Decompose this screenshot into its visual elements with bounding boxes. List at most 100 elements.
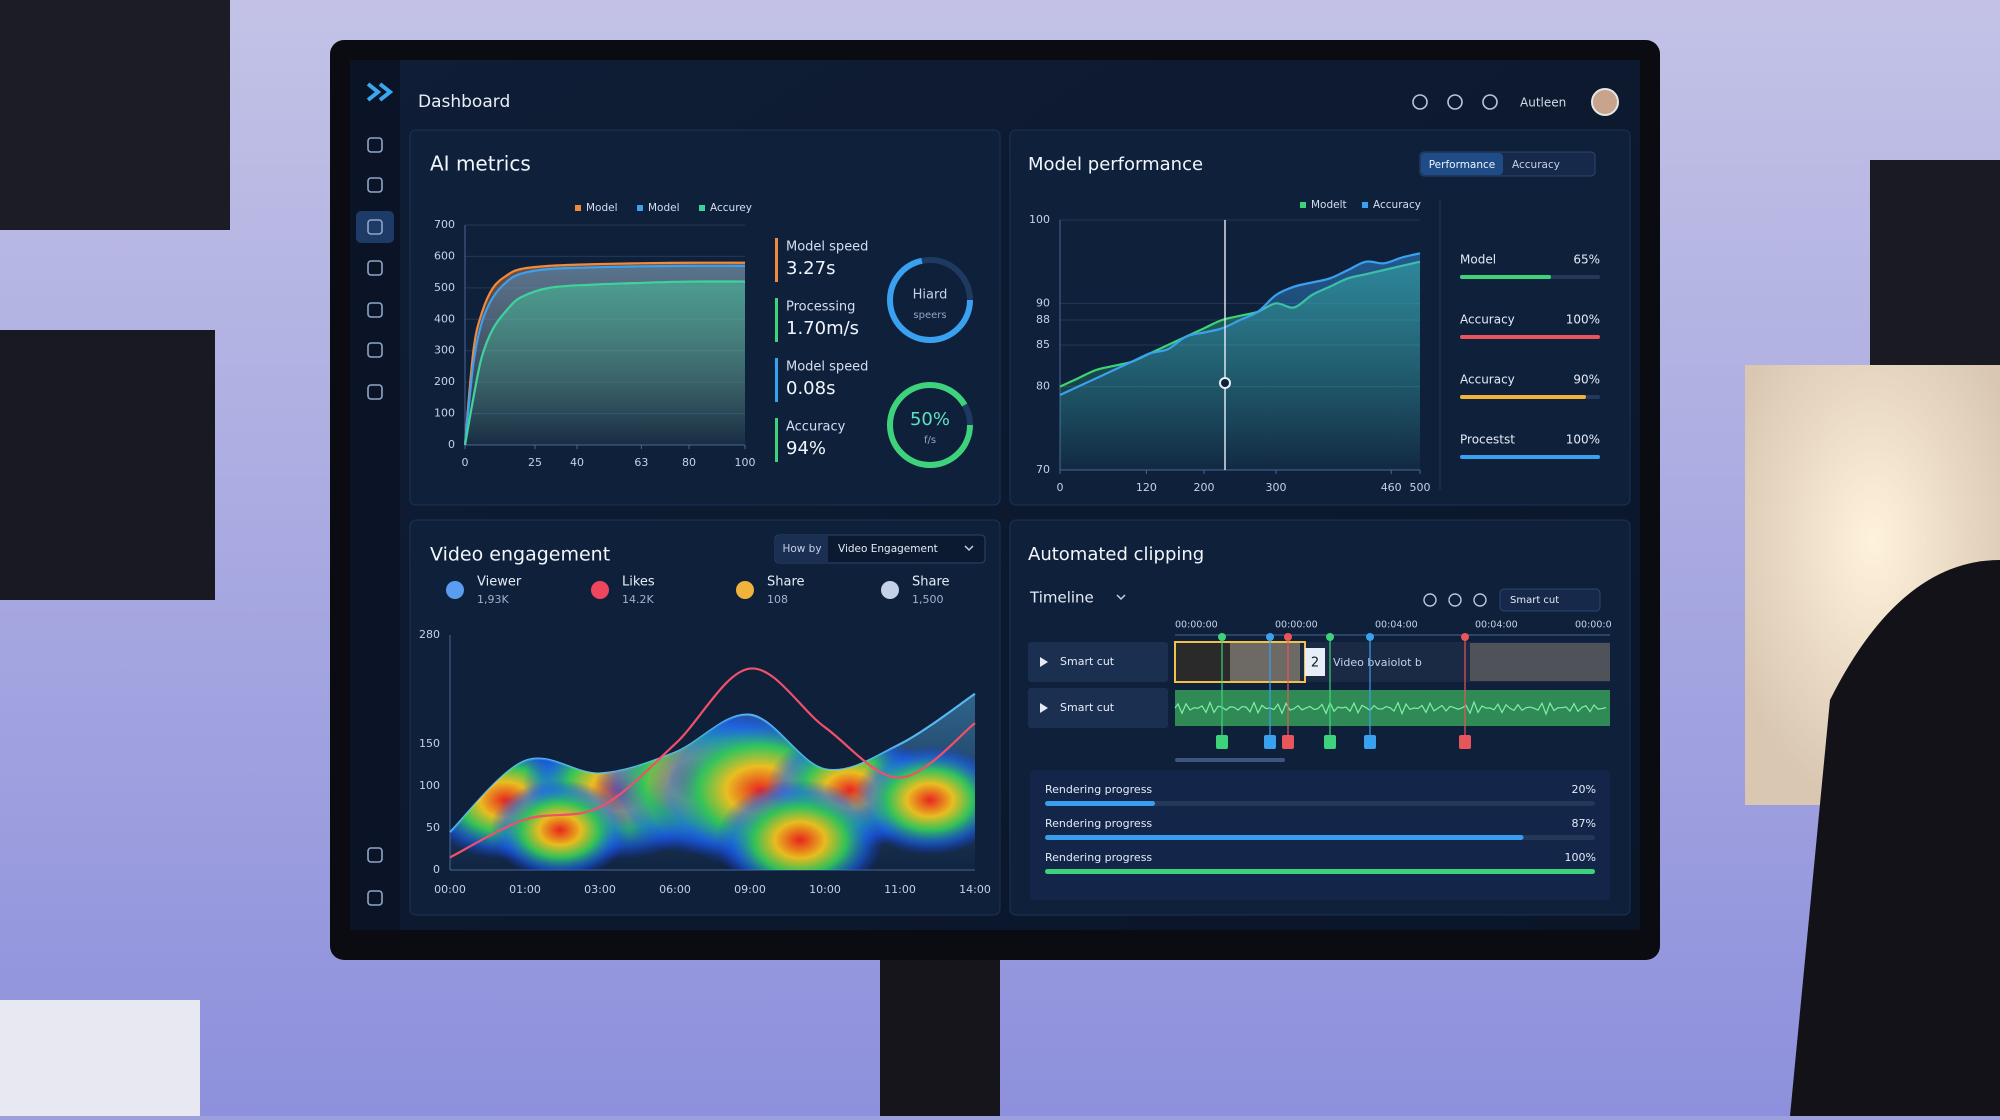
legend-swatch bbox=[1300, 202, 1306, 208]
y-tick-label: 88 bbox=[1036, 313, 1050, 326]
user-name: Autleen bbox=[1520, 96, 1566, 110]
waveform bbox=[1174, 700, 1607, 716]
x-tick-label: 0 bbox=[462, 456, 469, 469]
nav-icon[interactable] bbox=[367, 260, 383, 276]
nav-icon[interactable] bbox=[367, 384, 383, 400]
marker-tag[interactable] bbox=[1282, 735, 1294, 749]
marker-tag[interactable] bbox=[1459, 735, 1471, 749]
x-tick-label: 14:00 bbox=[959, 883, 991, 896]
marker-pin bbox=[1461, 633, 1469, 641]
marker-pin bbox=[1218, 633, 1226, 641]
nav-icon[interactable] bbox=[367, 847, 383, 863]
progress-label: Rendering progress bbox=[1045, 783, 1152, 796]
metric-label: Model bbox=[1460, 253, 1496, 267]
nav-active bbox=[356, 211, 394, 243]
progress-bar bbox=[1045, 801, 1155, 806]
tool-icon[interactable] bbox=[1448, 593, 1462, 607]
y-tick-label: 280 bbox=[419, 628, 440, 641]
y-tick-label: 600 bbox=[434, 249, 455, 262]
y-tick-label: 90 bbox=[1036, 296, 1050, 309]
gauge-ring bbox=[887, 382, 973, 468]
metric-value: 100% bbox=[1566, 313, 1600, 327]
y-tick-label: 100 bbox=[419, 779, 440, 792]
y-tick-label: 85 bbox=[1036, 338, 1050, 351]
stat-value: 1.70m/s bbox=[786, 318, 859, 339]
timecode: 00:00:0 bbox=[1575, 620, 1612, 631]
filter-value: Video Engagement bbox=[838, 543, 938, 555]
legend-label: Accurey bbox=[710, 202, 752, 214]
tab[interactable]: Performance bbox=[1429, 159, 1496, 171]
gauge-sub: speers bbox=[913, 310, 946, 321]
progress-label: Rendering progress bbox=[1045, 851, 1152, 864]
x-tick-label: 100 bbox=[735, 456, 756, 469]
panel-title: Automated clipping bbox=[1028, 544, 1204, 565]
stat-value: 3.27s bbox=[786, 258, 835, 279]
heat-blob bbox=[853, 745, 975, 855]
progress-label: Rendering progress bbox=[1045, 817, 1152, 830]
stat-label: Model speed bbox=[786, 240, 868, 255]
nav-icon[interactable] bbox=[367, 219, 383, 235]
timecode: 00:00:00 bbox=[1275, 620, 1318, 631]
stat-label: Processing bbox=[786, 300, 855, 315]
video-frame bbox=[1175, 643, 1230, 681]
scrollbar bbox=[1175, 758, 1285, 762]
chevron bbox=[1116, 594, 1126, 601]
y-tick-label: 0 bbox=[448, 438, 455, 451]
cursor-dot bbox=[1219, 377, 1231, 389]
nav-icon[interactable] bbox=[367, 342, 383, 358]
stat-label: Share bbox=[767, 575, 805, 590]
x-tick-label: 200 bbox=[1194, 481, 1215, 494]
logo bbox=[366, 82, 394, 102]
metric-label: Accuracy bbox=[1460, 373, 1515, 387]
marker-tag[interactable] bbox=[1216, 735, 1228, 749]
tab[interactable]: Accuracy bbox=[1512, 159, 1560, 171]
legend-swatch bbox=[575, 205, 581, 211]
heat-blob bbox=[490, 780, 630, 870]
stat-label: Likes bbox=[622, 575, 655, 590]
y-tick-label: 150 bbox=[419, 737, 440, 750]
header-icon[interactable] bbox=[1447, 94, 1463, 110]
progress-bar bbox=[1045, 869, 1595, 874]
metric-label: Procestst bbox=[1460, 433, 1515, 447]
legend-label: Model bbox=[648, 202, 680, 214]
heat-blob bbox=[716, 780, 884, 870]
track-icon bbox=[1040, 657, 1048, 667]
avatar[interactable] bbox=[1591, 88, 1619, 116]
chair bbox=[1790, 560, 2000, 1116]
header-icon[interactable] bbox=[1482, 94, 1498, 110]
tab-active[interactable] bbox=[1421, 153, 1503, 175]
tool-icon[interactable] bbox=[1423, 593, 1437, 607]
marker-tag[interactable] bbox=[1364, 735, 1376, 749]
progress-bar bbox=[1045, 835, 1524, 840]
legend-swatch bbox=[1362, 202, 1368, 208]
y-tick-label: 700 bbox=[434, 218, 455, 231]
mode-select[interactable] bbox=[1499, 588, 1601, 612]
line bbox=[449, 667, 976, 859]
acoustic-panel bbox=[0, 330, 215, 600]
y-tick-label: 100 bbox=[1029, 213, 1050, 226]
nav-icon[interactable] bbox=[367, 302, 383, 318]
x-tick-label: 03:00 bbox=[584, 883, 616, 896]
marker-tag[interactable] bbox=[1264, 735, 1276, 749]
progress-value: 20% bbox=[1572, 783, 1596, 796]
stat-accent bbox=[775, 418, 778, 462]
marker-tag[interactable] bbox=[1324, 735, 1336, 749]
x-tick-label: 120 bbox=[1136, 481, 1157, 494]
nav-icon[interactable] bbox=[367, 890, 383, 906]
nav-icon[interactable] bbox=[367, 137, 383, 153]
y-tick-label: 200 bbox=[434, 375, 455, 388]
progress-value: 100% bbox=[1565, 851, 1596, 864]
line bbox=[463, 264, 746, 446]
header-icon[interactable] bbox=[1412, 94, 1428, 110]
stat-label: Share bbox=[912, 575, 950, 590]
track-header bbox=[1028, 642, 1168, 682]
page-title: Dashboard bbox=[418, 92, 510, 112]
filter-label: How by bbox=[782, 543, 821, 555]
tool-icon[interactable] bbox=[1473, 593, 1487, 607]
metric-value: 100% bbox=[1566, 433, 1600, 447]
mode-select-label: Smart cut bbox=[1510, 595, 1559, 606]
stat-accent bbox=[775, 358, 778, 402]
nav-icon[interactable] bbox=[367, 177, 383, 193]
line bbox=[463, 261, 746, 446]
